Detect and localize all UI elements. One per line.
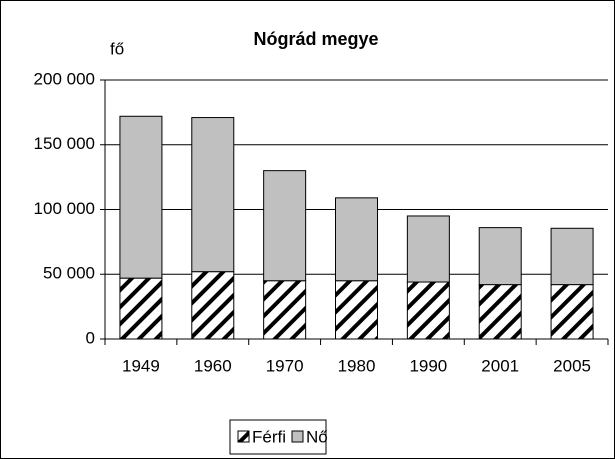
legend-label: Férfi	[252, 427, 286, 446]
bar-segment	[406, 281, 450, 340]
bar-segment	[335, 280, 378, 340]
bar-segment	[119, 115, 163, 279]
bar-segment	[263, 280, 307, 340]
x-tick-label: 1960	[194, 356, 232, 375]
y-axis-label: fő	[110, 39, 124, 58]
bar-segment	[406, 215, 450, 283]
x-tick-label: 1990	[409, 356, 447, 375]
x-tick-label: 1949	[122, 356, 160, 375]
y-tick-label: 0	[86, 328, 95, 347]
bar-segment	[550, 284, 594, 340]
x-tick-label: 1970	[266, 356, 304, 375]
x-tick-label: 1980	[338, 356, 376, 375]
x-tick-label: 2005	[553, 356, 591, 375]
bar-segment	[119, 277, 163, 340]
y-tick-label: 100 000	[34, 199, 95, 218]
chart-title: Nógrád megye	[253, 29, 378, 49]
y-tick-label: 50 000	[43, 264, 95, 283]
bar-segment	[263, 170, 307, 282]
y-tick-label: 150 000	[34, 134, 95, 153]
x-tick-label: 2001	[481, 356, 519, 375]
bar-segment	[550, 227, 594, 286]
bar-segment	[335, 197, 378, 282]
legend-label: Nő	[306, 427, 328, 446]
legend-swatch	[237, 430, 250, 443]
bar-segment	[478, 284, 522, 340]
bar-segment	[191, 117, 235, 273]
y-tick-label: 200 000	[34, 69, 95, 88]
bar-segment	[478, 227, 522, 286]
legend-swatch	[291, 430, 304, 443]
bar-segment	[191, 271, 235, 340]
